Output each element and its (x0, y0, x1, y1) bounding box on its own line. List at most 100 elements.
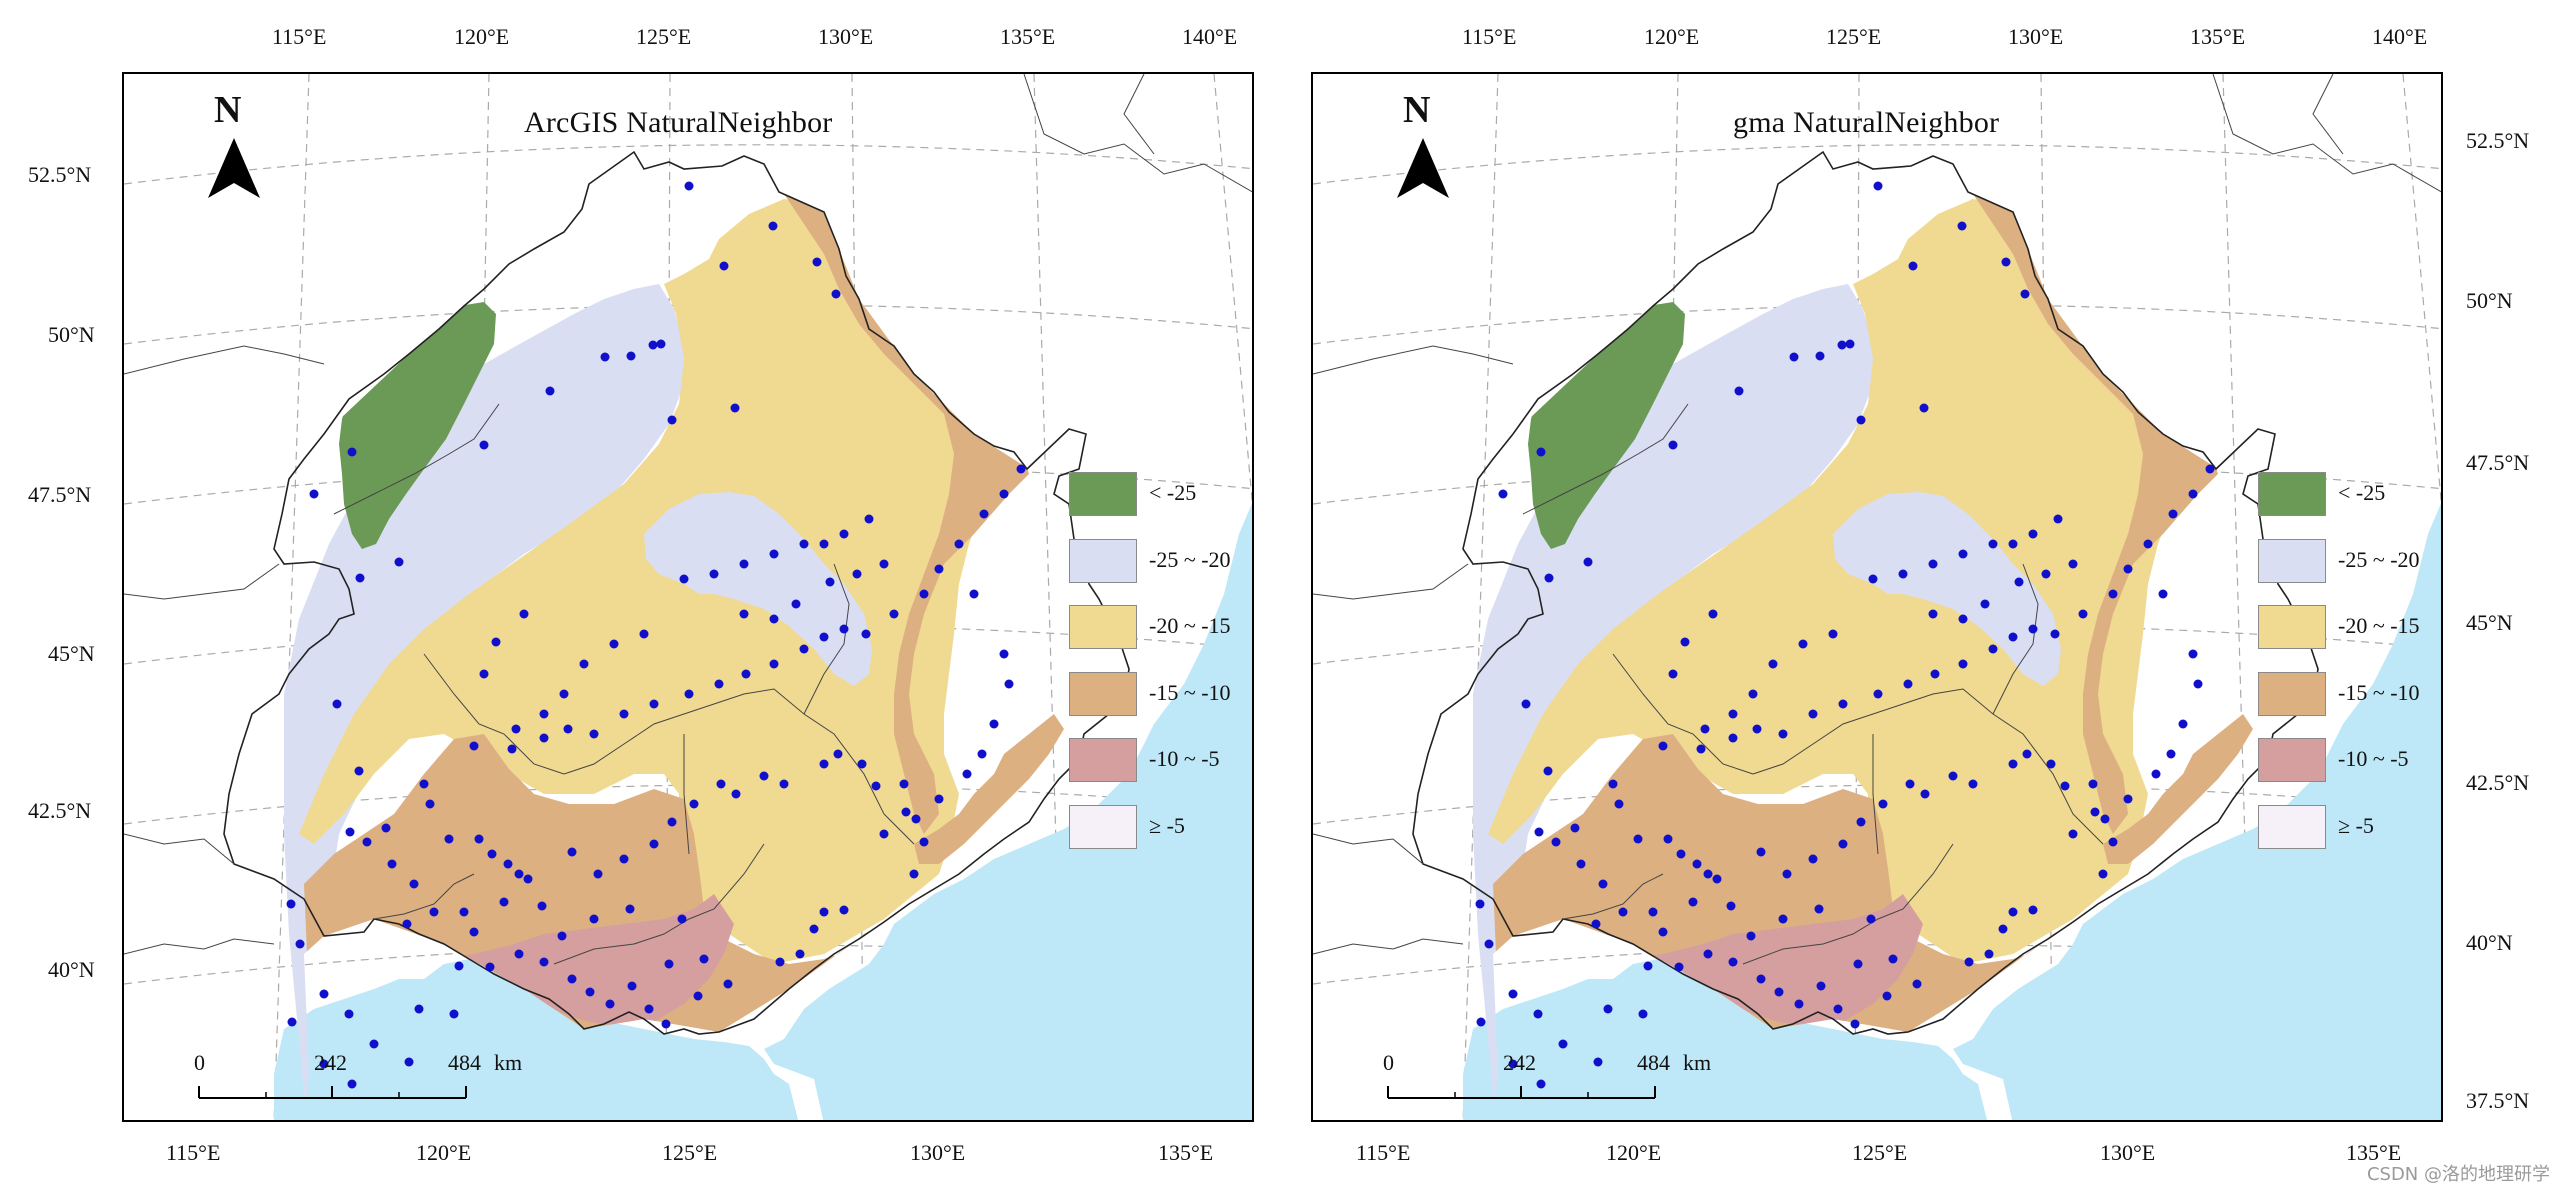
boundary-line (124, 938, 275, 955)
station-dot (1928, 609, 1938, 619)
station-dot (469, 741, 479, 751)
top-tick-label: 120°E (1644, 24, 1700, 49)
legend-swatch (2258, 472, 2326, 516)
station-dot (768, 221, 778, 231)
station-dot (600, 352, 610, 362)
station-dot (871, 781, 881, 791)
right-tick-label: 50°N (2466, 288, 2513, 313)
station-dot (2178, 719, 2188, 729)
station-dot (1968, 779, 1978, 789)
station-dot (899, 779, 909, 789)
map-canvas (1313, 74, 2441, 1120)
station-dot (2001, 257, 2011, 267)
boundary-line (2212, 74, 2441, 193)
station-dot (1837, 340, 1847, 350)
station-dot (1988, 539, 1998, 549)
station-dot (1708, 609, 1718, 619)
station-dot (1593, 1057, 1603, 1067)
scale-label: 0 (1383, 1050, 1394, 1075)
station-dot (2068, 559, 2078, 569)
station-dot (2050, 629, 2060, 639)
station-dot (1668, 440, 1678, 450)
station-dot (1756, 974, 1766, 984)
legend-swatch (2258, 738, 2326, 782)
station-dot (2090, 807, 2100, 817)
zone-3 (2103, 714, 2253, 864)
boundary-line (124, 563, 280, 600)
station-dot (1798, 639, 1808, 649)
boundary-line (373, 873, 475, 920)
legend-label: -15 ~ -10 (1149, 679, 1231, 705)
station-dot (589, 729, 599, 739)
station-dot (2193, 679, 2203, 689)
station-dot (1475, 899, 1485, 909)
station-dot (1658, 741, 1668, 751)
boundary-line (1612, 653, 1754, 775)
station-dot (1958, 659, 1968, 669)
left-tick-label: 40°N (48, 957, 95, 982)
zone-2 (299, 199, 984, 964)
station-dot (1543, 766, 1553, 776)
station-dot (1476, 1017, 1486, 1027)
station-dot (693, 991, 703, 1001)
boundary-line (423, 653, 565, 775)
station-dot (819, 539, 829, 549)
station-dot (2108, 589, 2118, 599)
station-dot (1808, 709, 1818, 719)
station-dot (2188, 489, 2198, 499)
station-dot (1498, 489, 1508, 499)
station-dot (2143, 539, 2153, 549)
station-dot (1919, 403, 1929, 413)
station-dot (487, 849, 497, 859)
legend-label: ≥ -5 (1149, 812, 1185, 838)
station-dot (1692, 859, 1702, 869)
station-dot (1756, 847, 1766, 857)
zone-1 (1833, 492, 2061, 686)
top-tick-label: 130°E (818, 24, 874, 49)
station-dot (1583, 557, 1593, 567)
station-dot (429, 907, 439, 917)
station-dot (605, 999, 615, 1009)
station-dot (2168, 509, 2178, 519)
station-dot (2100, 814, 2110, 824)
north-arrow-icon (208, 138, 260, 198)
sea-area (1463, 503, 2441, 1120)
station-dot (1898, 569, 1908, 579)
station-dot (1676, 849, 1686, 859)
boundary-line (1992, 563, 2039, 715)
station-dot (791, 599, 801, 609)
station-dot (2123, 564, 2133, 574)
station-dot (639, 629, 649, 639)
boundary-line (333, 403, 500, 515)
station-dot (2108, 837, 2118, 847)
scale-bar-line (198, 1086, 467, 1099)
station-dot (769, 659, 779, 669)
station-dot (523, 874, 533, 884)
station-dot (1752, 724, 1762, 734)
station-dot (714, 679, 724, 689)
station-dot (684, 181, 694, 191)
station-dot (1728, 733, 1738, 743)
station-dot (479, 669, 489, 679)
station-dot (901, 807, 911, 817)
legend-label: -10 ~ -5 (2338, 746, 2409, 771)
station-dot (1551, 837, 1561, 847)
station-dot (1712, 874, 1722, 884)
station-dot (627, 981, 637, 991)
station-dot (585, 987, 595, 997)
station-dot (1728, 709, 1738, 719)
station-dot (661, 1019, 671, 1029)
grid-line (1462, 74, 1499, 1120)
station-dot (2053, 514, 2063, 524)
map-title: gma NaturalNeighbor (1733, 106, 2000, 139)
station-dot (394, 557, 404, 567)
station-dot (1643, 961, 1653, 971)
station-dot (1576, 859, 1586, 869)
province-boundaries (1313, 74, 2441, 965)
bottom-tick-label: 115°E (1356, 1140, 1411, 1165)
station-dot (857, 759, 867, 769)
left-tick-label: 47.5°N (28, 482, 92, 507)
station-dot (1668, 669, 1678, 679)
station-dot (619, 854, 629, 864)
station-dot (567, 847, 577, 857)
